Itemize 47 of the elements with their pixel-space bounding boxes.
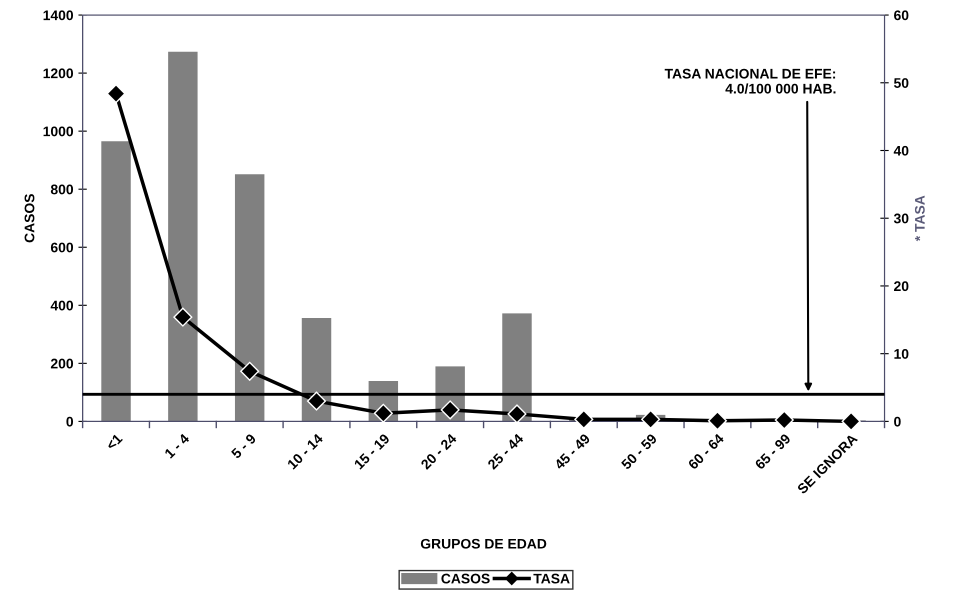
point [774,410,794,430]
point [106,84,126,104]
y-tick-label: 800 [50,184,74,194]
y-tick-label: 400 [50,300,74,310]
y-tick-label: 1000 [44,126,74,136]
bar [234,174,264,422]
x-tick-label: 65 - 99 [754,433,792,470]
bar [101,141,131,422]
bar [168,52,198,422]
point [306,392,326,411]
y-tick-label: 1200 [44,68,74,78]
y-tick-label: 0 [66,416,74,427]
y-tick-label: 200 [50,358,74,369]
x-tick-label: <1 [106,433,123,450]
x-tick-label: 1 - 4 [164,432,190,459]
point [507,404,527,424]
y2-tick-label: 60 [894,10,908,20]
point [574,410,594,429]
point [440,400,460,420]
x-tick-label: 5 - 9 [230,433,257,460]
y-tick-label: 600 [50,242,74,252]
x-tick-label: 60 - 64 [688,432,725,470]
x-axis-title: GRUPOS DE EDAD [420,538,546,549]
y2-tick-label: 50 [894,78,908,88]
point [708,411,727,430]
y-tick-label: 1400 [44,10,74,20]
x-tick-label: 50 - 59 [620,433,658,470]
x-tick-label: 10 - 14 [286,432,324,470]
x-tick-label: 45 - 49 [554,433,591,470]
x-tick-label: 25 - 44 [487,432,524,470]
y2-tick-label: 40 [894,146,908,156]
y2-tick-label: 10 [894,349,908,359]
point [842,412,861,431]
point [374,404,393,423]
point [240,362,260,381]
y-axis-title: CASOS [24,194,34,242]
y2-axis-title: * TASA [914,196,925,242]
point [641,410,660,429]
y2-tick-label: 20 [894,281,908,292]
y2-tick-label: 0 [894,416,901,427]
x-tick-label: 20 - 24 [420,432,458,470]
x-tick-label: 15 - 19 [354,433,390,470]
ref-line-label: TASA NACIONAL DE EFE: 4.0/100 000 HAB. [664,68,836,94]
point [173,308,192,327]
legend-label: TASA [533,574,570,584]
legend-label: CASOS [441,574,490,584]
y2-tick-label: 30 [894,214,908,224]
